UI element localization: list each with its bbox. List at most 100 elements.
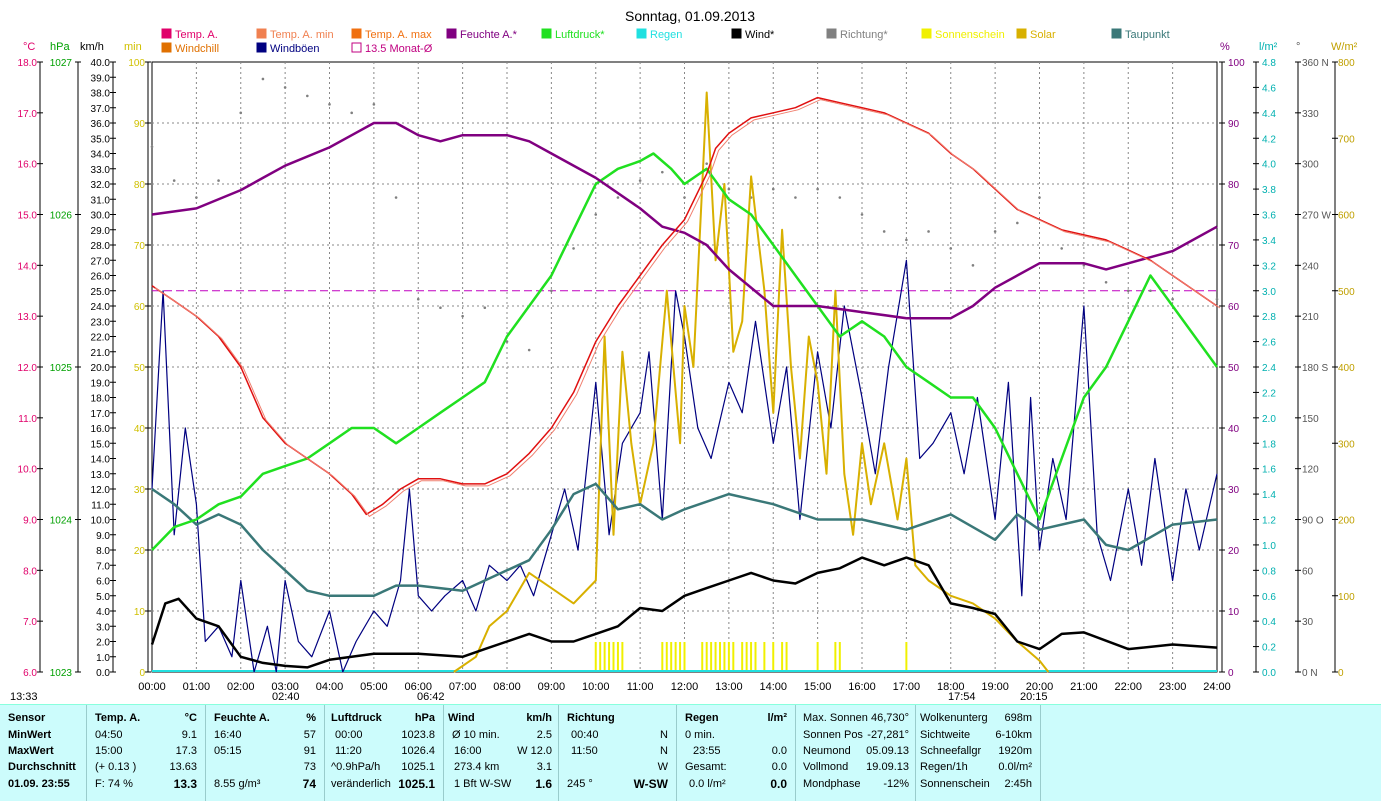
series-temp-a [151, 96, 1218, 516]
wind-tick-label: 34.0 [91, 150, 111, 161]
wind-tick-label: 18.0 [91, 394, 111, 405]
stats-temp-header: Temp. A. [95, 712, 141, 724]
wind-tick-label: 37.0 [91, 104, 111, 115]
stats-humidity-col: Feuchte A. % 16:40 57 05:15 91 73 8.55 g… [206, 705, 325, 801]
extra-label-4: Sonnenschein [920, 778, 990, 790]
legend-swatch-4 [541, 28, 552, 39]
legend-swatch-2 [351, 28, 362, 39]
direction-point [1126, 289, 1130, 293]
rain-tick-label: 1.4 [1262, 490, 1276, 501]
wind-tick-label: 28.0 [91, 241, 111, 252]
direction-point [261, 77, 265, 81]
pressure-tick-label: 1025 [50, 363, 73, 374]
stats-direction-current: W-SW [633, 777, 668, 791]
temp-unit-label: °C [23, 41, 35, 53]
stats-temp-min: 9.1 [181, 729, 197, 741]
x-tick-label: 19:00 [981, 681, 1009, 693]
wind-tick-label: 22.0 [91, 333, 111, 344]
wind-tick-label: 33.0 [91, 165, 111, 176]
rain-tick-label: 1.2 [1262, 516, 1276, 527]
solar-tick-label: 500 [1338, 287, 1355, 298]
stats-row-avg: Durchschnitt [8, 761, 76, 773]
direction-point [993, 230, 997, 233]
series-taupunkt [151, 482, 1218, 598]
direction-point [661, 170, 664, 174]
rain-tick-label: 1.8 [1262, 439, 1276, 450]
pct-unit-label: % [1220, 41, 1230, 53]
stats-humidity-max: 91 [303, 745, 316, 757]
rain-tick-label: 0.8 [1262, 566, 1276, 577]
humidity-tick-label: 90 [1228, 119, 1240, 130]
legend-label-6: Wind* [745, 29, 775, 41]
stats-rain-max: 0.0 [771, 745, 787, 757]
wind-tick-label: 1.0 [96, 653, 110, 664]
wind-tick-label: 7.0 [96, 561, 110, 572]
temp-tick-label: 6.0 [23, 668, 37, 679]
direction-tick-label: 360 N [1302, 58, 1329, 69]
direction-tick-label: 120 [1302, 465, 1319, 476]
solar-tick-label: 400 [1338, 363, 1355, 374]
solar-unit-label: W/m² [1331, 41, 1358, 53]
wind-tick-label: 29.0 [91, 226, 111, 237]
stats-pressure-avg: 1025.1 [401, 761, 435, 773]
minutes-tick-label: 80 [134, 180, 146, 191]
marker-sunset: 20:15 [1020, 691, 1048, 703]
x-tick-label: 13:00 [715, 681, 743, 693]
marker-left: 13:33 [10, 691, 38, 703]
x-tick-label: 11:00 [627, 681, 654, 693]
x-tick-label: 08:00 [493, 681, 521, 693]
wind-tick-label: 36.0 [91, 119, 111, 130]
legend-swatch-1 [256, 28, 267, 39]
x-tick-label: 21:00 [1070, 681, 1098, 693]
stats-wind-unit: km/h [526, 712, 552, 724]
weather-chart: Sonntag, 01.09.2013 Temp. A. Temp. A. min… [10, 8, 1358, 703]
legend-label-2: Temp. A. max [365, 29, 432, 41]
extra-value-1: 6-10km [995, 729, 1032, 741]
legend-label-7: Richtung* [840, 29, 888, 41]
rain-tick-label: 0.4 [1262, 617, 1276, 628]
x-tick-label: 02:00 [227, 681, 255, 693]
rain-tick-label: 4.0 [1262, 160, 1276, 171]
x-tick-label: 15:00 [804, 681, 832, 693]
astro-value-3: 19.09.13 [866, 761, 909, 773]
wind-tick-label: 2.0 [96, 638, 110, 649]
temp-tick-label: 10.0 [18, 465, 38, 476]
temp-tick-label: 18.0 [18, 58, 38, 69]
wind-tick-label: 5.0 [96, 592, 110, 603]
stats-row-current: 01.09. 23:55 [8, 778, 70, 790]
legend-swatch-8 [921, 28, 932, 39]
stats-rain-header: Regen [685, 712, 719, 724]
astro-value-0: 46,730° [870, 712, 909, 724]
wind-tick-label: 17.0 [91, 409, 111, 420]
direction-tick-label: 150 [1302, 414, 1319, 425]
wind-tick-label: 39.0 [91, 73, 111, 84]
direction-point [905, 238, 908, 242]
wind-tick-label: 3.0 [96, 622, 110, 633]
direction-point [705, 162, 708, 165]
stats-direction-avg: W [657, 761, 668, 773]
astro-value-1: -27,281° [867, 729, 909, 741]
legend-swatch-9 [1016, 28, 1027, 39]
kmh-unit-label: km/h [80, 41, 104, 53]
stats-pressure-max: 1026.4 [401, 745, 435, 757]
x-tick-label: 10:00 [582, 681, 610, 693]
direction-point [683, 196, 686, 199]
min-unit-label: min [124, 41, 142, 53]
wind-tick-label: 21.0 [91, 348, 111, 359]
press-unit-label: hPa [50, 41, 70, 53]
direction-tick-label: 90 O [1302, 516, 1324, 527]
series-layer [150, 77, 1221, 673]
minutes-tick-label: 60 [134, 302, 146, 313]
extra-label-2: Schneefallgr [920, 745, 982, 757]
direction-point [505, 340, 509, 343]
astro-label-0: Max. Sonnen [803, 712, 868, 724]
rain-tick-label: 0.6 [1262, 592, 1276, 603]
stats-wind-header: Wind [448, 712, 475, 724]
solar-tick-label: 200 [1338, 516, 1355, 527]
stats-rain-total: 0.0 [771, 761, 787, 773]
x-tick-label: 01:00 [183, 681, 211, 693]
humidity-tick-label: 100 [1228, 58, 1245, 69]
stats-temp-feel: F: 74 % [95, 778, 133, 790]
stats-humidity-abs: 8.55 g/m³ [214, 778, 261, 790]
legend-label-3: Feuchte A.* [460, 29, 518, 41]
